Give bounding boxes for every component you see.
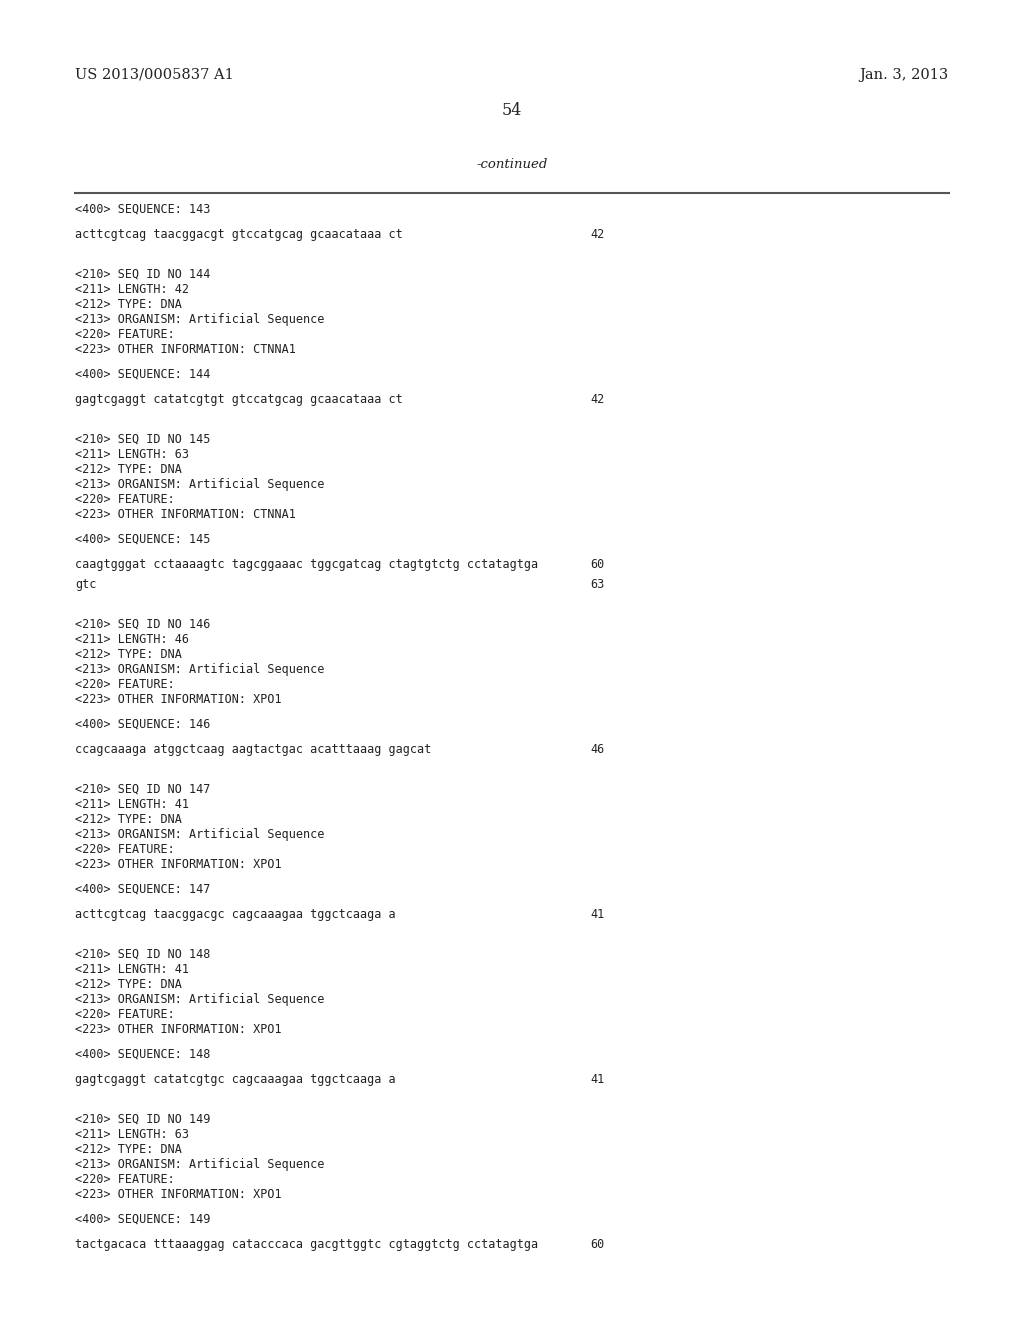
Text: gtc: gtc (75, 578, 96, 591)
Text: <211> LENGTH: 63: <211> LENGTH: 63 (75, 1129, 189, 1140)
Text: <211> LENGTH: 41: <211> LENGTH: 41 (75, 799, 189, 810)
Text: US 2013/0005837 A1: US 2013/0005837 A1 (75, 69, 233, 82)
Text: <400> SEQUENCE: 146: <400> SEQUENCE: 146 (75, 718, 210, 731)
Text: <211> LENGTH: 42: <211> LENGTH: 42 (75, 282, 189, 296)
Text: <210> SEQ ID NO 147: <210> SEQ ID NO 147 (75, 783, 210, 796)
Text: 41: 41 (590, 1073, 604, 1086)
Text: <210> SEQ ID NO 148: <210> SEQ ID NO 148 (75, 948, 210, 961)
Text: <212> TYPE: DNA: <212> TYPE: DNA (75, 648, 182, 661)
Text: <213> ORGANISM: Artificial Sequence: <213> ORGANISM: Artificial Sequence (75, 1158, 325, 1171)
Text: <211> LENGTH: 63: <211> LENGTH: 63 (75, 447, 189, 461)
Text: 60: 60 (590, 1238, 604, 1251)
Text: <400> SEQUENCE: 145: <400> SEQUENCE: 145 (75, 533, 210, 546)
Text: <213> ORGANISM: Artificial Sequence: <213> ORGANISM: Artificial Sequence (75, 313, 325, 326)
Text: <210> SEQ ID NO 146: <210> SEQ ID NO 146 (75, 618, 210, 631)
Text: <400> SEQUENCE: 143: <400> SEQUENCE: 143 (75, 203, 210, 216)
Text: <212> TYPE: DNA: <212> TYPE: DNA (75, 463, 182, 477)
Text: <223> OTHER INFORMATION: XPO1: <223> OTHER INFORMATION: XPO1 (75, 1188, 282, 1201)
Text: 63: 63 (590, 578, 604, 591)
Text: <400> SEQUENCE: 149: <400> SEQUENCE: 149 (75, 1213, 210, 1226)
Text: gagtcgaggt catatcgtgt gtccatgcag gcaacataaa ct: gagtcgaggt catatcgtgt gtccatgcag gcaacat… (75, 393, 402, 407)
Text: <213> ORGANISM: Artificial Sequence: <213> ORGANISM: Artificial Sequence (75, 478, 325, 491)
Text: <213> ORGANISM: Artificial Sequence: <213> ORGANISM: Artificial Sequence (75, 663, 325, 676)
Text: <210> SEQ ID NO 149: <210> SEQ ID NO 149 (75, 1113, 210, 1126)
Text: Jan. 3, 2013: Jan. 3, 2013 (860, 69, 949, 82)
Text: 41: 41 (590, 908, 604, 921)
Text: <212> TYPE: DNA: <212> TYPE: DNA (75, 1143, 182, 1156)
Text: tactgacaca tttaaaggag catacccaca gacgttggtc cgtaggtctg cctatagtga: tactgacaca tttaaaggag catacccaca gacgttg… (75, 1238, 539, 1251)
Text: <223> OTHER INFORMATION: CTNNA1: <223> OTHER INFORMATION: CTNNA1 (75, 508, 296, 521)
Text: <220> FEATURE:: <220> FEATURE: (75, 327, 175, 341)
Text: <223> OTHER INFORMATION: XPO1: <223> OTHER INFORMATION: XPO1 (75, 693, 282, 706)
Text: <210> SEQ ID NO 144: <210> SEQ ID NO 144 (75, 268, 210, 281)
Text: 60: 60 (590, 558, 604, 572)
Text: <212> TYPE: DNA: <212> TYPE: DNA (75, 298, 182, 312)
Text: <400> SEQUENCE: 144: <400> SEQUENCE: 144 (75, 368, 210, 381)
Text: <223> OTHER INFORMATION: XPO1: <223> OTHER INFORMATION: XPO1 (75, 1023, 282, 1036)
Text: <220> FEATURE:: <220> FEATURE: (75, 1008, 175, 1020)
Text: <220> FEATURE:: <220> FEATURE: (75, 843, 175, 855)
Text: gagtcgaggt catatcgtgc cagcaaagaa tggctcaaga a: gagtcgaggt catatcgtgc cagcaaagaa tggctca… (75, 1073, 395, 1086)
Text: acttcgtcag taacggacgt gtccatgcag gcaacataaa ct: acttcgtcag taacggacgt gtccatgcag gcaacat… (75, 228, 402, 242)
Text: <213> ORGANISM: Artificial Sequence: <213> ORGANISM: Artificial Sequence (75, 828, 325, 841)
Text: <212> TYPE: DNA: <212> TYPE: DNA (75, 978, 182, 991)
Text: -continued: -continued (476, 158, 548, 172)
Text: <220> FEATURE:: <220> FEATURE: (75, 1173, 175, 1185)
Text: acttcgtcag taacggacgc cagcaaagaa tggctcaaga a: acttcgtcag taacggacgc cagcaaagaa tggctca… (75, 908, 395, 921)
Text: <210> SEQ ID NO 145: <210> SEQ ID NO 145 (75, 433, 210, 446)
Text: <400> SEQUENCE: 147: <400> SEQUENCE: 147 (75, 883, 210, 896)
Text: <211> LENGTH: 41: <211> LENGTH: 41 (75, 964, 189, 975)
Text: <400> SEQUENCE: 148: <400> SEQUENCE: 148 (75, 1048, 210, 1061)
Text: ccagcaaaga atggctcaag aagtactgac acatttaaag gagcat: ccagcaaaga atggctcaag aagtactgac acattta… (75, 743, 431, 756)
Text: <220> FEATURE:: <220> FEATURE: (75, 678, 175, 690)
Text: <223> OTHER INFORMATION: XPO1: <223> OTHER INFORMATION: XPO1 (75, 858, 282, 871)
Text: <213> ORGANISM: Artificial Sequence: <213> ORGANISM: Artificial Sequence (75, 993, 325, 1006)
Text: <211> LENGTH: 46: <211> LENGTH: 46 (75, 634, 189, 645)
Text: 42: 42 (590, 393, 604, 407)
Text: caagtgggat cctaaaagtc tagcggaaac tggcgatcag ctagtgtctg cctatagtga: caagtgggat cctaaaagtc tagcggaaac tggcgat… (75, 558, 539, 572)
Text: <223> OTHER INFORMATION: CTNNA1: <223> OTHER INFORMATION: CTNNA1 (75, 343, 296, 356)
Text: 54: 54 (502, 102, 522, 119)
Text: <220> FEATURE:: <220> FEATURE: (75, 492, 175, 506)
Text: 46: 46 (590, 743, 604, 756)
Text: 42: 42 (590, 228, 604, 242)
Text: <212> TYPE: DNA: <212> TYPE: DNA (75, 813, 182, 826)
